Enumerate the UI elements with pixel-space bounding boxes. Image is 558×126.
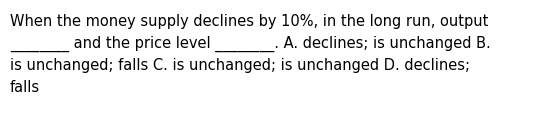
Text: ________ and the price level ________. A. declines; is unchanged B.: ________ and the price level ________. A…: [10, 36, 490, 52]
Text: is unchanged; falls C. is unchanged; is unchanged D. declines;: is unchanged; falls C. is unchanged; is …: [10, 58, 470, 73]
Text: When the money supply declines by 10%, in the long run, output: When the money supply declines by 10%, i…: [10, 14, 488, 29]
Text: falls: falls: [10, 80, 40, 95]
